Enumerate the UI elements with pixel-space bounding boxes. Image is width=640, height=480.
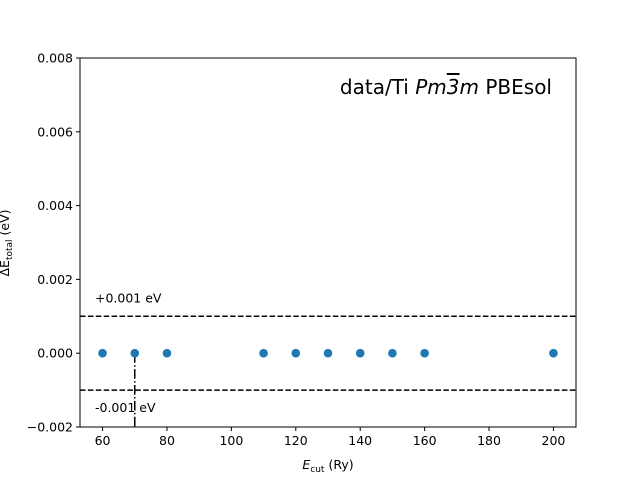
title-prefix: data/Ti [340,75,415,99]
data-point-6 [355,348,365,358]
x-tick-label-2: 100 [219,433,243,448]
data-point-7 [388,348,397,358]
x-tick-label-7: 200 [542,433,566,448]
y-axis-label-sub: total [5,239,15,260]
x-tick-label-3: 120 [284,433,308,448]
title-spacegroup-m1: m [427,75,446,99]
title-spacegroup-m2: m [460,75,479,99]
x-tick-label-0: 60 [95,433,111,448]
y-axis-ticks: −0.002 0.000 0.002 0.004 0.006 0.008 [27,51,80,435]
data-point-4 [291,348,301,358]
data-point-8 [420,348,429,358]
title-spacegroup-bar3: 3 [447,75,460,99]
y-tick-label-2: 0.002 [37,272,73,287]
data-point-1 [130,348,140,358]
x-tick-label-6: 180 [477,433,501,448]
x-tick-label-4: 140 [348,433,372,448]
x-tick-label-5: 160 [413,433,437,448]
data-point-5 [323,348,333,358]
y-tick-label-0: −0.002 [27,420,73,435]
data-point-2 [162,348,172,358]
chart-title: data/Ti Pm3m PBEsol [340,75,552,99]
data-point-0 [98,348,107,358]
hline-label-0: +0.001 eV [95,290,162,305]
y-tick-label-3: 0.004 [37,198,73,213]
plot-area: +0.001 eV -0.001 eV [79,57,577,428]
y-axis-label: ΔEtotal (eV) [0,209,15,276]
x-axis-label-main: E [302,457,310,472]
hline-label-1: -0.001 eV [95,400,156,415]
x-tick-label-1: 80 [159,433,175,448]
x-axis-label: Ecut (Ry) [302,457,353,475]
x-axis-label-unit: (Ry) [324,457,353,472]
y-axis-label-main: ΔE [0,260,12,277]
title-spacegroup-P: P [415,75,428,99]
x-axis-label-sub: cut [310,465,325,475]
data-point-3 [259,348,268,358]
x-axis-ticks: 60 80 100 120 140 160 180 200 [95,427,566,448]
y-axis-label-unit: (eV) [0,209,12,239]
axes-frame [79,57,577,428]
y-tick-label-4: 0.006 [37,124,73,139]
title-suffix: PBEsol [479,75,552,99]
y-tick-label-5: 0.008 [37,51,73,66]
data-point-9 [549,348,558,358]
y-tick-label-1: 0.000 [37,346,73,361]
